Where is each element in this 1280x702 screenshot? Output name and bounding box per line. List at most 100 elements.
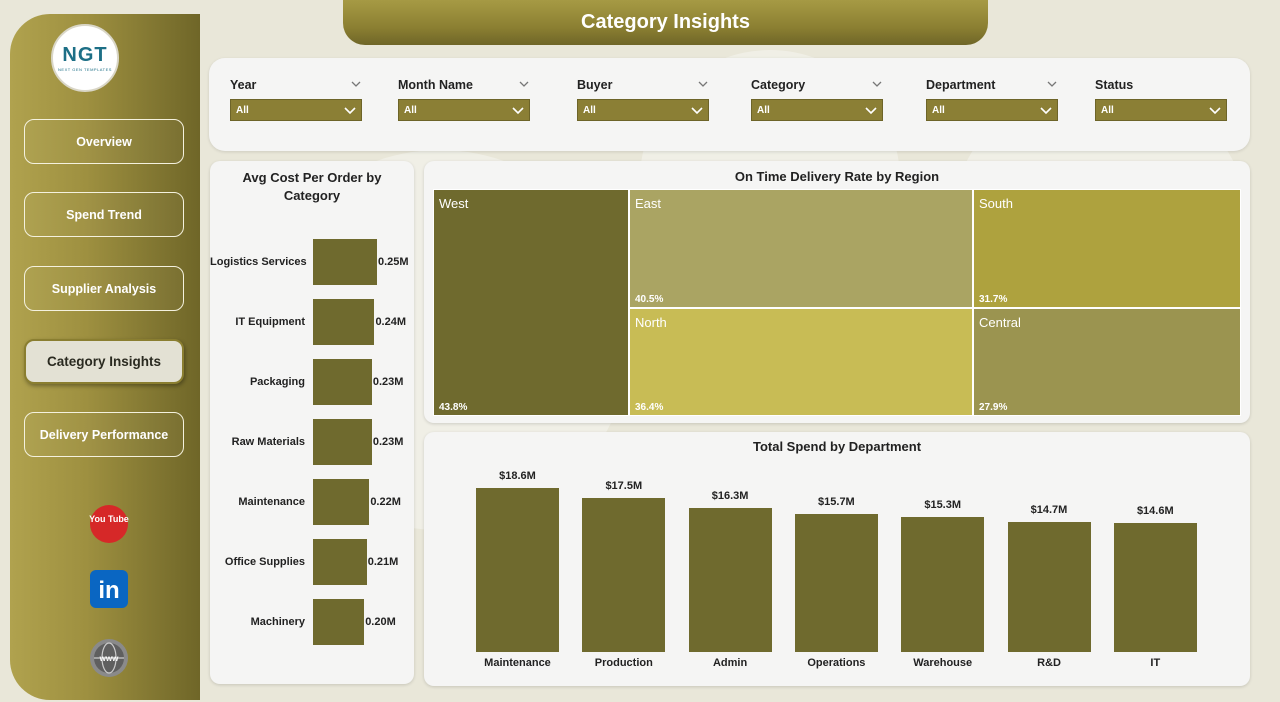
treemap-value-label: 43.8% (439, 402, 468, 413)
total-spend-chart-title: Total Spend by Department (752, 439, 922, 454)
sidebar: NGT NEXT GEN TEMPLATES Overview Spend Tr… (10, 14, 200, 700)
bar-category-label: IT (1150, 657, 1161, 669)
chevron-down-icon[interactable] (1046, 78, 1058, 90)
bar[interactable] (476, 488, 559, 652)
month-name-dropdown[interactable]: All (398, 99, 530, 121)
filter-label: Buyer (577, 76, 709, 94)
globe-icon[interactable]: www (89, 638, 129, 678)
department-dropdown[interactable]: All (926, 99, 1058, 121)
bar[interactable] (688, 508, 772, 652)
filter-label: Status (1095, 78, 1134, 92)
youtube-icon[interactable]: You Tube (89, 504, 129, 544)
bar-value-label: 0.23M (372, 376, 404, 388)
year-dropdown[interactable]: All (230, 99, 362, 121)
bar[interactable] (313, 479, 370, 525)
bar[interactable] (313, 239, 377, 285)
delivery-rate-chart-title: On Time Delivery Rate by Region (734, 169, 940, 184)
bar-category-label: Office Supplies (224, 556, 305, 568)
bar-category-label: Maintenance (238, 496, 305, 508)
delivery-rate-card: On Time Delivery Rate by Region West 43.8… (424, 161, 1250, 423)
svg-text:in: in (98, 577, 119, 604)
treemap-cell-west[interactable]: West 43.8% (433, 189, 629, 416)
total-spend-chart: $18.6M Maintenance $17.5M Production $16.3M A… (424, 432, 1250, 686)
bar-value-label: 0.24M (375, 316, 407, 328)
treemap-cell-east[interactable]: East 40.5% (629, 189, 973, 308)
bar-row: Office Supplies 0.21M (210, 539, 414, 585)
chevron-down-icon[interactable] (697, 78, 709, 90)
total-spend-card: Total Spend by Department $18.6M Maintena… (424, 432, 1250, 686)
chevron-down-icon (1040, 107, 1052, 115)
bar[interactable] (313, 359, 372, 405)
bar-value-label: $15.3M (924, 499, 962, 512)
bar-category-label: IT Equipment (235, 316, 305, 328)
bar[interactable] (1007, 522, 1091, 652)
nav-category-insights-button[interactable]: Category Insights (24, 339, 184, 384)
bar-value-label: $17.5M (605, 479, 643, 492)
filter-department: Department All (926, 76, 1058, 121)
bar-value-label: 0.20M (365, 616, 396, 628)
category-dropdown[interactable]: All (751, 99, 883, 121)
treemap-value-label: 31.7% (979, 294, 1008, 305)
bar-category-label: Maintenance (484, 657, 551, 669)
chevron-down-icon[interactable] (871, 78, 883, 90)
buyer-dropdown[interactable]: All (577, 99, 709, 121)
filter-panel: Year All Month Name All Buyer All Catego… (209, 58, 1250, 151)
bar-category-label: R&D (1037, 657, 1061, 669)
bar[interactable] (313, 419, 372, 465)
bar-row: Packaging 0.23M (210, 359, 414, 405)
nav-supplier-analysis-button[interactable]: Supplier Analysis (24, 266, 184, 311)
bar-row: IT Equipment 0.24M (210, 299, 414, 345)
delivery-rate-treemap: West 43.8% East 40.5% North 36.4% South 31.7% Ce… (433, 189, 1241, 416)
page-title: Category Insights (343, 0, 988, 45)
filter-label: Category (751, 76, 883, 94)
bar-category-label: Operations (807, 657, 866, 669)
treemap-cell-north[interactable]: North 36.4% (629, 308, 973, 416)
treemap-region-label: South (979, 196, 1013, 211)
treemap-cell-central[interactable]: Central 27.9% (973, 308, 1241, 416)
bar-category-label: Production (594, 657, 653, 669)
nav-overview-button[interactable]: Overview (24, 119, 184, 164)
bar[interactable] (313, 299, 375, 345)
chevron-down-icon (865, 107, 877, 115)
linkedin-icon[interactable]: in (89, 569, 129, 609)
bar[interactable] (1113, 523, 1197, 652)
bar-category-label: Admin (712, 657, 748, 669)
nav-spend-trend-button[interactable]: Spend Trend (24, 192, 184, 237)
chevron-down-icon[interactable] (350, 78, 362, 90)
logo-text: NGT (62, 43, 108, 66)
bar[interactable] (794, 513, 878, 652)
filter-status: Status All (1095, 76, 1227, 121)
treemap-cell-south[interactable]: South 31.7% (973, 189, 1241, 308)
bar-category-label: Packaging (249, 376, 305, 388)
bar-row: Logistics Services 0.25M (210, 239, 414, 285)
filter-label: Year (230, 76, 362, 94)
logo: NGT NEXT GEN TEMPLATES (51, 24, 119, 92)
chevron-down-icon[interactable] (518, 78, 530, 90)
bar-value-label: 0.22M (370, 496, 401, 508)
bar-category-label: Machinery (250, 616, 305, 628)
bar-value-label: $15.7M (818, 495, 855, 508)
filter-buyer: Buyer All (577, 76, 709, 121)
bar-category-label: Raw Materials (231, 436, 305, 448)
chevron-down-icon (1209, 107, 1221, 115)
bar[interactable] (313, 599, 365, 645)
bar-category-label: Logistics Services (210, 256, 307, 268)
bar[interactable] (313, 539, 367, 585)
filter-month-name: Month Name All (398, 76, 530, 121)
status-dropdown[interactable]: All (1095, 99, 1227, 121)
treemap-value-label: 27.9% (979, 402, 1008, 413)
bar-value-label: $14.6M (1136, 505, 1174, 518)
chevron-down-icon (512, 107, 524, 115)
treemap-region-label: West (439, 196, 469, 211)
bar-value-label: 0.23M (372, 436, 404, 448)
logo-subtitle: NEXT GEN TEMPLATES (58, 66, 112, 72)
bar-row: Raw Materials 0.23M (210, 419, 414, 465)
bar[interactable] (901, 517, 985, 652)
treemap-value-label: 40.5% (635, 294, 664, 305)
bar-value-label: $18.6M (499, 470, 536, 482)
bar[interactable] (582, 497, 666, 652)
bar-value-label: 0.21M (367, 556, 399, 568)
bar-category-label: Warehouse (913, 657, 973, 669)
svg-text:You Tube: You Tube (89, 514, 129, 524)
nav-delivery-performance-button[interactable]: Delivery Performance (24, 412, 184, 457)
